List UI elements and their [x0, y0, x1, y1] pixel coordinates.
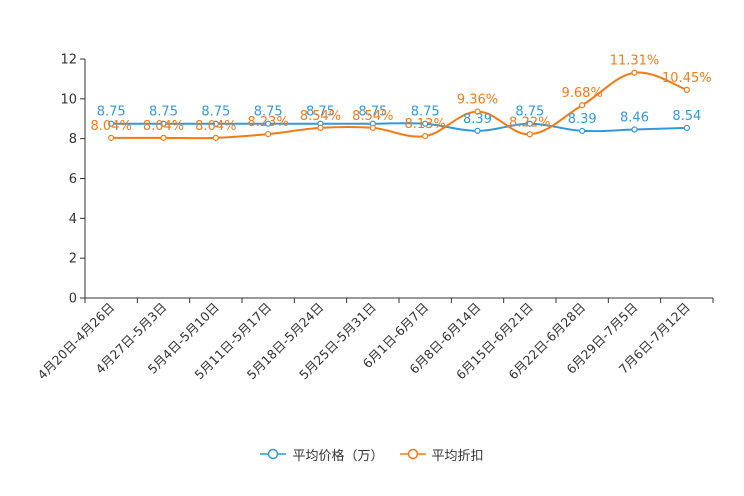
legend-item-avg-discount[interactable]: 平均折扣 — [399, 445, 484, 464]
point-avg-price — [579, 127, 586, 134]
legend-label-avg-price: 平均价格（万） — [292, 448, 384, 464]
data-label-avg-discount: 8.04% — [143, 119, 184, 134]
data-label-avg-discount: 8.54% — [300, 109, 341, 124]
point-avg-price — [160, 120, 167, 127]
series-line-avg-price — [111, 122, 687, 133]
point-avg-discount — [317, 124, 324, 132]
legend-label-avg-discount: 平均折扣 — [431, 448, 484, 464]
data-label-avg-price: 8.75 — [97, 105, 126, 120]
data-label-avg-discount: 8.04% — [195, 119, 236, 134]
y-tick-label: 12 — [60, 53, 77, 68]
point-avg-discount — [422, 132, 429, 140]
data-label-avg-discount: 8.23% — [248, 115, 289, 130]
y-tick-label: 2 — [69, 252, 77, 267]
data-label-avg-discount: 8.04% — [91, 119, 132, 134]
y-axis: 0 2 4 6 8 10 12 — [60, 53, 86, 307]
data-label-avg-discount: 8.54% — [352, 109, 393, 124]
y-tick-label: 0 — [69, 292, 77, 307]
data-label-avg-discount: 8.22% — [509, 115, 550, 130]
point-avg-price — [265, 120, 272, 127]
y-tick-label: 10 — [60, 92, 77, 107]
data-label-avg-discount: 11.31% — [610, 54, 660, 69]
data-label-avg-price: 8.54 — [672, 109, 701, 124]
point-avg-discount — [108, 134, 115, 141]
y-tick-label: 8 — [69, 132, 77, 147]
point-avg-price — [422, 120, 429, 127]
legend-line-marker-icon — [399, 448, 426, 460]
point-avg-discount — [474, 108, 481, 115]
data-label-avg-price: 8.39 — [463, 112, 492, 127]
point-avg-discount — [212, 134, 219, 141]
data-label-avg-price: 8.75 — [358, 105, 387, 120]
data-label-avg-price: 8.75 — [149, 105, 178, 120]
data-label-avg-discount: 9.36% — [457, 93, 498, 108]
point-avg-price — [526, 120, 533, 127]
point-avg-discount — [683, 86, 690, 93]
point-avg-price — [683, 124, 690, 132]
x-axis: 4月20日-4月26日4月27日-5月3日5月4日-5月10日5月11日-5月1… — [34, 297, 714, 382]
point-avg-discount — [579, 102, 586, 109]
point-avg-price — [474, 127, 481, 134]
data-label-avg-discount: 10.45% — [662, 71, 712, 86]
y-tick-label: 4 — [69, 212, 77, 227]
data-labels: 8.75 8.75 8.75 8.75 8.75 8.75 8.75 8.39 8.75 8.39… — [91, 54, 712, 134]
legend: 平均价格（万） 平均折扣 — [0, 443, 744, 465]
data-label-avg-price: 8.75 — [411, 105, 440, 120]
legend-line-marker-icon — [260, 448, 287, 460]
data-label-avg-price: 8.39 — [568, 112, 597, 127]
point-avg-price — [212, 120, 219, 127]
point-avg-price — [108, 120, 115, 127]
data-label-avg-price: 8.75 — [515, 105, 544, 120]
data-label-avg-price: 8.75 — [306, 105, 335, 120]
data-label-avg-discount: 9.68% — [562, 86, 603, 101]
point-avg-price — [631, 126, 638, 133]
point-avg-discount — [526, 131, 533, 138]
point-avg-discount — [160, 134, 167, 141]
point-avg-discount — [265, 130, 272, 138]
y-tick-label: 6 — [69, 172, 77, 187]
data-label-avg-price: 8.75 — [254, 105, 283, 120]
point-avg-discount — [369, 124, 376, 132]
point-avg-discount — [631, 69, 638, 76]
legend-item-avg-price[interactable]: 平均价格（万） — [260, 445, 384, 464]
series-points — [108, 69, 690, 141]
data-label-avg-discount: 8.13% — [405, 117, 446, 132]
data-label-avg-price: 8.75 — [201, 105, 230, 120]
data-label-avg-price: 8.46 — [620, 111, 649, 126]
